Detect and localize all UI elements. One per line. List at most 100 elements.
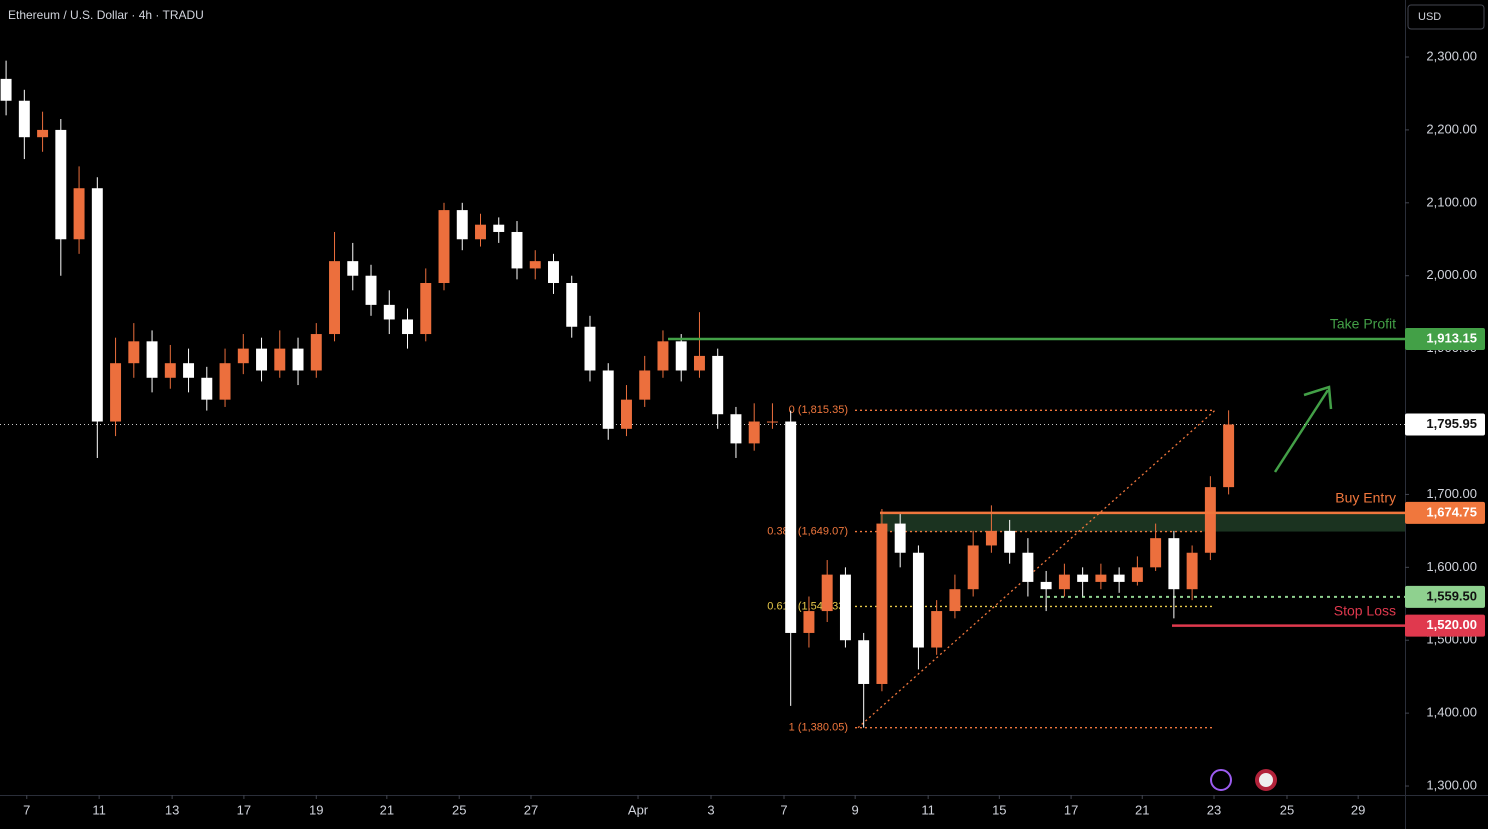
x-tick-label: 19 (309, 802, 323, 817)
currency: USD (1418, 11, 1441, 23)
candle-body (693, 355, 705, 371)
candle-body (584, 326, 596, 371)
fib-label: 0 (1,815.35) (789, 404, 848, 416)
candle-body (566, 283, 578, 327)
y-tick-label: 2,000.00 (1426, 267, 1477, 282)
x-tick-label: 17 (237, 802, 251, 817)
price-box (1405, 501, 1485, 524)
candle-body (985, 530, 997, 546)
candle-body (91, 188, 103, 422)
x-tick-label: 17 (1064, 802, 1078, 817)
currency-box[interactable] (1407, 4, 1485, 30)
candle-body (456, 210, 468, 240)
candle-body (420, 283, 432, 335)
candle-body (785, 421, 797, 633)
candle-body (219, 363, 231, 400)
arrow (1273, 389, 1330, 473)
candle-body (748, 421, 760, 444)
candle-body (675, 341, 687, 371)
candle-body (128, 341, 140, 364)
candle-body (256, 348, 268, 371)
x-tick-label: 11 (92, 802, 106, 817)
candle-body (712, 355, 724, 415)
candle-body (967, 545, 979, 590)
candle-body (949, 589, 961, 612)
x-tick-label: 13 (165, 802, 179, 817)
price-box (1405, 585, 1485, 608)
x-tick-label: 11 (921, 802, 935, 817)
level-name: Stop Loss (1334, 602, 1396, 618)
candle-body (383, 304, 395, 320)
candle-body (402, 319, 413, 335)
candle-body (657, 341, 669, 371)
fib-label: 1 (1,380.05) (789, 722, 848, 734)
candle-body (1168, 538, 1180, 590)
candle-body (803, 611, 815, 633)
x-tick-label: 15 (992, 802, 1006, 817)
x-tick-label: 23 (1207, 802, 1221, 817)
candle-body (1040, 581, 1052, 590)
y-tick-label: 2,300.00 (1426, 48, 1477, 63)
candle-body (730, 414, 742, 444)
candle-body (347, 261, 359, 276)
candle-body (839, 574, 851, 641)
candle-body (1077, 574, 1089, 582)
icon[interactable] (1210, 769, 1232, 791)
y-tick-label: 1,300.00 (1426, 777, 1477, 792)
y-tick-label: 2,100.00 (1426, 194, 1477, 209)
candle-body (18, 100, 30, 138)
candle-body (493, 224, 505, 232)
price-box-label: 1,559.50 (1426, 588, 1477, 603)
x-tick-label: 3 (707, 802, 714, 817)
y-tick-label: 1,400.00 (1426, 705, 1477, 720)
candle-body (858, 640, 870, 684)
x-tick-label: Apr (628, 802, 649, 817)
candle-body (821, 574, 833, 612)
x-tick-label: 25 (1280, 802, 1294, 817)
candle-body (310, 334, 322, 371)
chart-title: Ethereum / U.S. Dollar · 4h · TRADU (8, 8, 204, 22)
candle-body (73, 188, 85, 240)
icon (1259, 773, 1273, 787)
candle-body (274, 348, 286, 371)
y-tick-label: 1,600.00 (1426, 559, 1477, 574)
candle-body (894, 523, 906, 553)
candle-body (1150, 538, 1162, 568)
y-tick-label: 1,700.00 (1426, 486, 1477, 501)
candle-body (602, 370, 614, 429)
level-name: Buy Entry (1335, 490, 1396, 506)
price-box-label: 1,913.15 (1426, 330, 1477, 345)
candle-body (1022, 552, 1034, 582)
candle-body (183, 363, 195, 378)
candle-body (475, 224, 486, 240)
candle-body (548, 261, 559, 284)
candle-body (511, 231, 523, 269)
x-tick-label: 7 (780, 802, 787, 817)
candle-body (292, 348, 304, 371)
arrow-head (1303, 385, 1333, 410)
candle-body (1058, 574, 1070, 590)
price-box-label: 1,674.75 (1426, 504, 1477, 519)
price-box-label: 1,795.95 (1426, 416, 1477, 431)
x-tick-label: 29 (1351, 802, 1365, 817)
candle-body (620, 399, 632, 429)
candle-body (1004, 530, 1016, 553)
price-box-label: 1,520.00 (1426, 617, 1477, 632)
x-tick-label: 25 (452, 802, 466, 817)
candle-body (639, 370, 651, 400)
candle-body (37, 129, 49, 138)
price-box (1405, 328, 1485, 351)
x-tick-label: 27 (524, 802, 538, 817)
x-tick-label: 21 (1135, 802, 1149, 817)
price-box (1405, 614, 1485, 637)
entry-zone (880, 512, 1405, 532)
candle-body (0, 78, 12, 101)
candle-body (1095, 574, 1107, 582)
candle-body (876, 523, 888, 684)
candle-body (766, 421, 778, 423)
x-tick-label: 21 (380, 802, 394, 817)
y-tick-label: 2,200.00 (1426, 121, 1477, 136)
